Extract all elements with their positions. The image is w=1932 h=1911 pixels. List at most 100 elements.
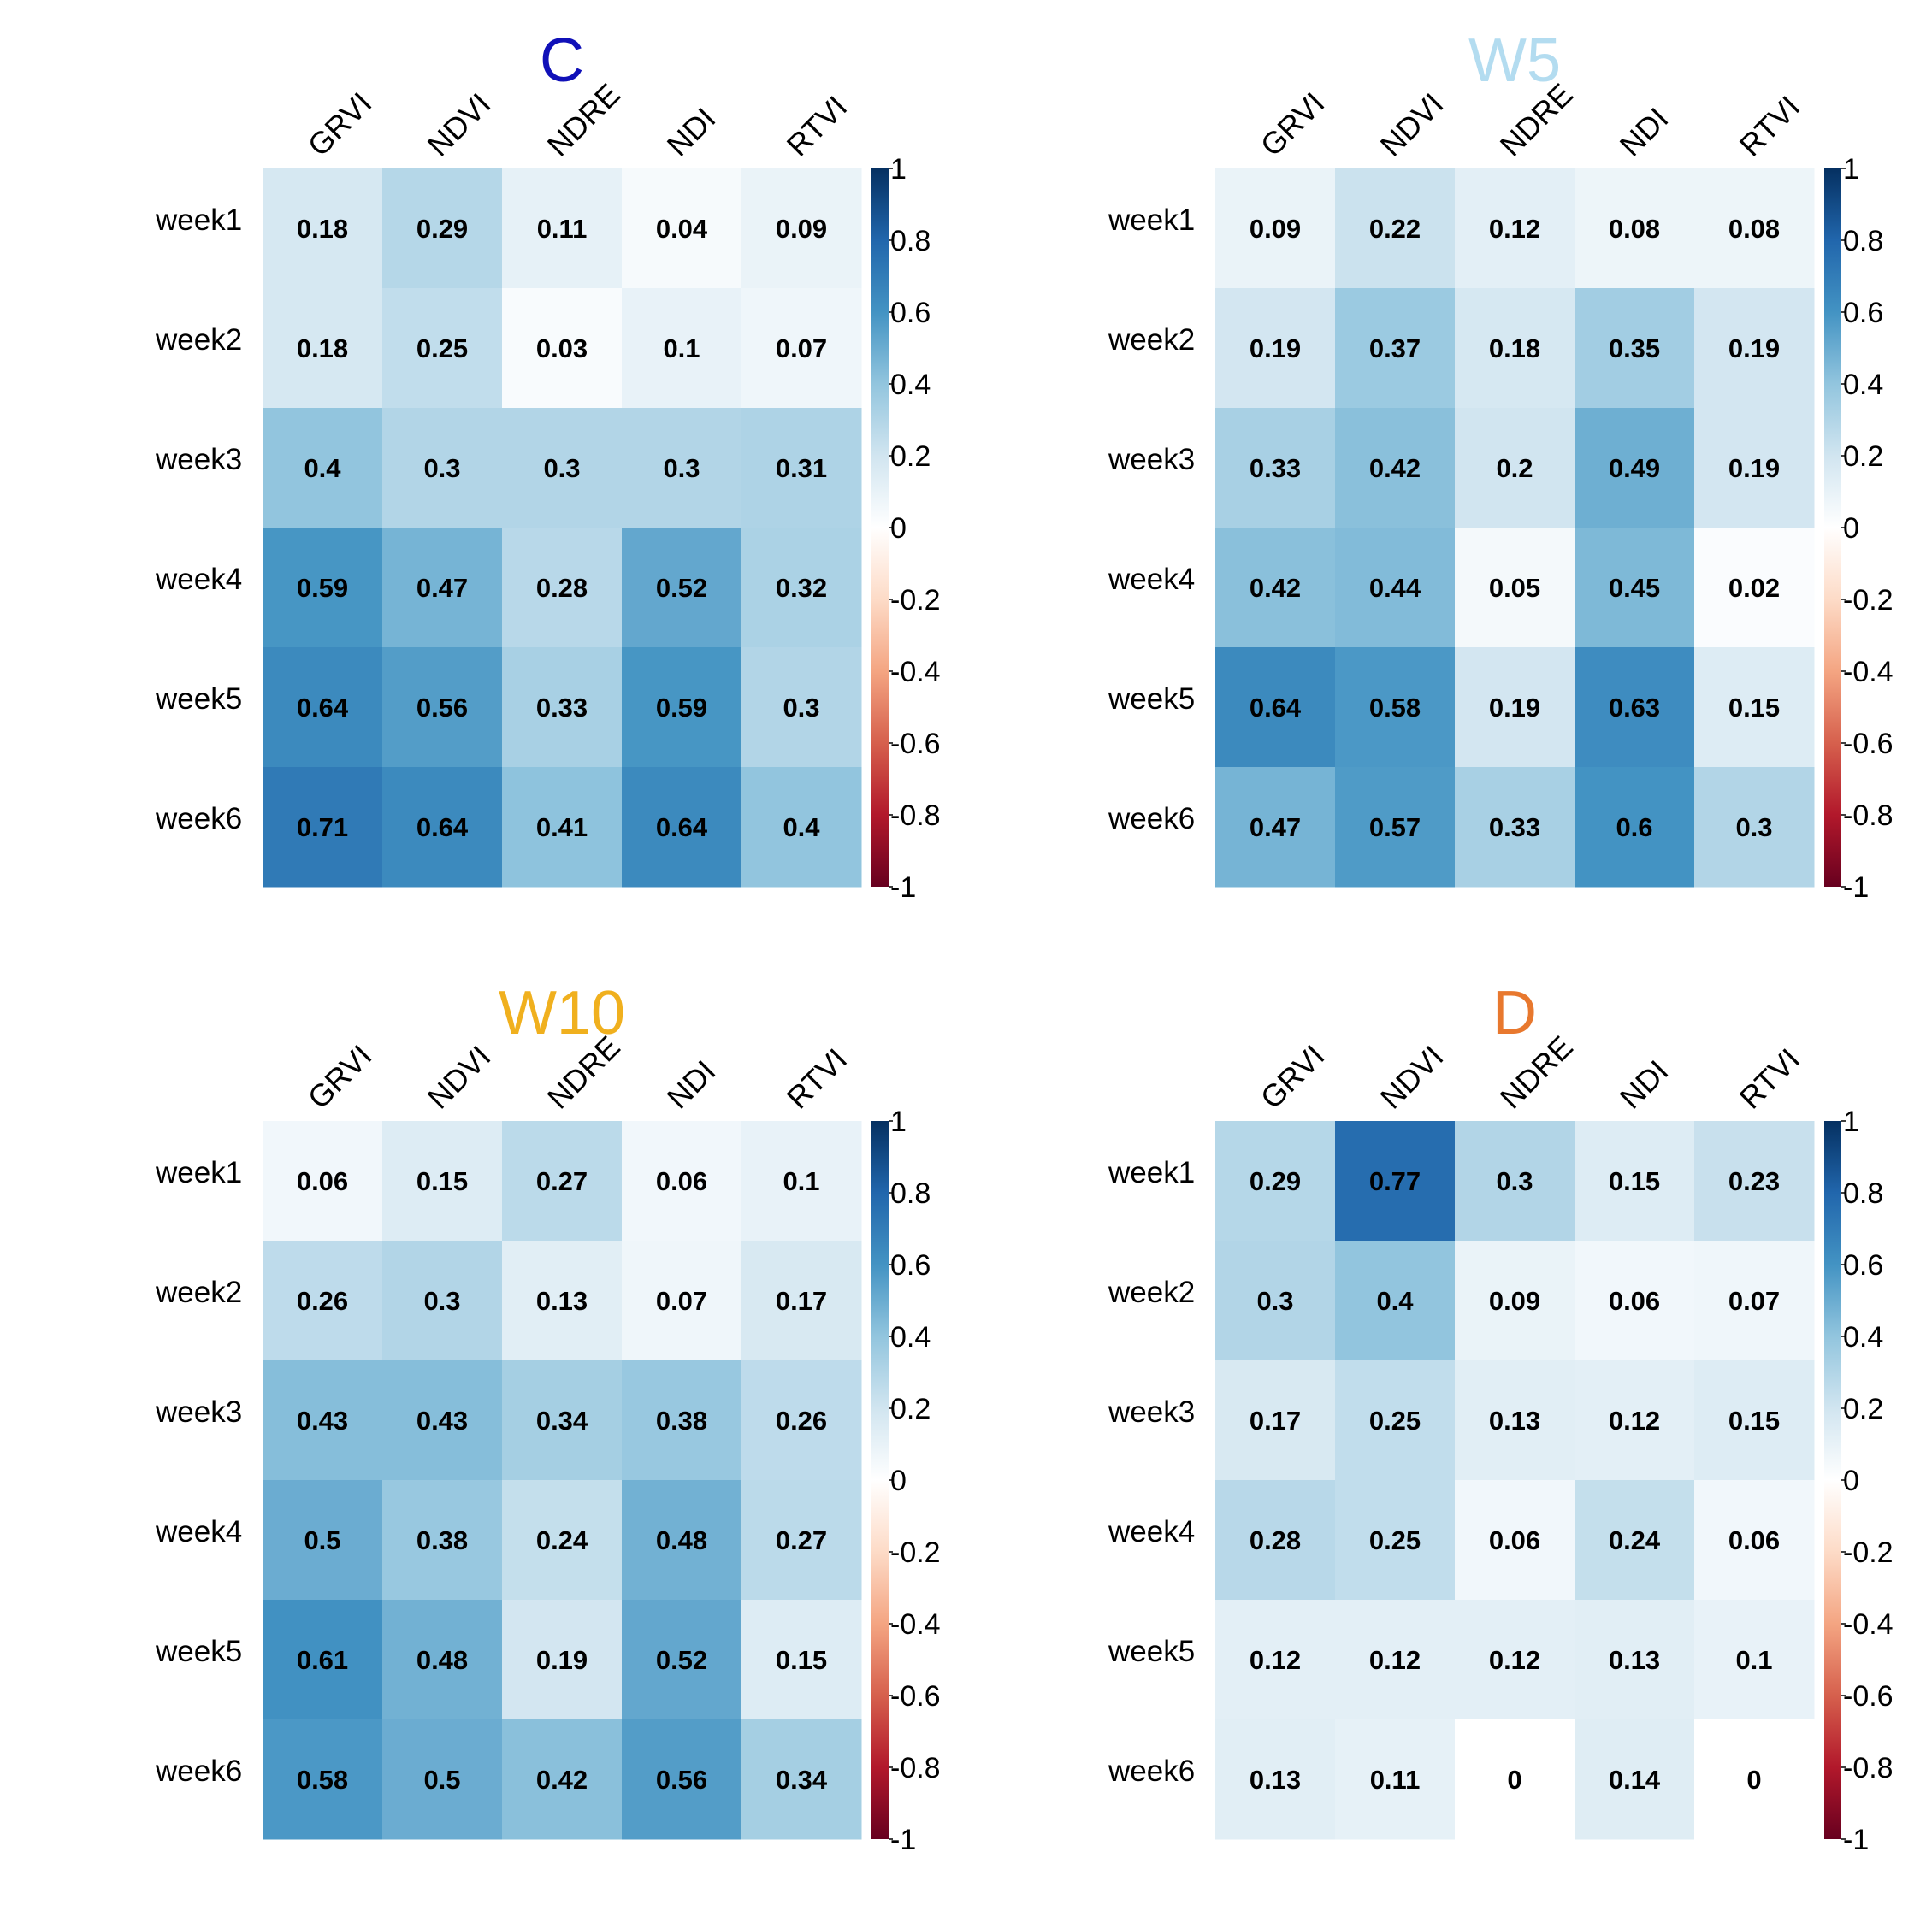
heatmap-cell (1694, 1121, 1815, 1242)
colorbar-tick-label: 0.4 (890, 1321, 931, 1354)
heatmap-cell (1215, 647, 1336, 768)
cell-value-label: 0.17 (776, 1286, 827, 1316)
heatmap-cell (622, 1121, 742, 1242)
cell-value-label: 0.11 (537, 214, 588, 244)
cell-value-label: 0.15 (1728, 1406, 1780, 1436)
heatmap-panel-w5: W5 0.09 0.22 0.12 0.08 0.08 0.19 0.37 0.18 0.35 0.… (1108, 27, 1894, 904)
colorbar-tick-label: 0.2 (1843, 1393, 1883, 1425)
cell-value-label: 0.3 (663, 453, 700, 483)
cell-value-label: 0.3 (423, 453, 460, 483)
cell-value-label: 0.09 (1489, 1286, 1540, 1316)
heatmap-cell (502, 288, 623, 409)
cell-value-label: 0.26 (776, 1406, 827, 1436)
cell-value-label: 0.49 (1609, 453, 1660, 483)
heatmap-cell (263, 647, 383, 768)
colorbar-tick-label: 1 (1843, 153, 1859, 186)
column-label: RTVI (780, 89, 854, 163)
heatmap-cell (502, 408, 623, 528)
cell-value-label: 0.06 (297, 1166, 348, 1196)
colorbar-tick-label: 0.2 (890, 440, 931, 473)
panel-title: W10 (499, 979, 625, 1047)
cell-value-label: 0.06 (1728, 1525, 1780, 1555)
cell-value-label: 0.12 (1489, 214, 1540, 244)
cell-value-label: 0.26 (297, 1286, 348, 1316)
cell-value-label: 0.71 (297, 812, 348, 842)
heatmap-cell (622, 1600, 742, 1720)
colorbar-tick-label: -0.2 (890, 1536, 941, 1569)
heatmap-cell (741, 1600, 862, 1720)
heatmap-cell (1575, 647, 1695, 768)
heatmap-cell (1335, 288, 1456, 409)
heatmap-cell (382, 1719, 503, 1840)
cell-value-label: 0.24 (536, 1525, 588, 1555)
colorbar-tick-label: -1 (1843, 1824, 1869, 1856)
colorbar-tick-label: 0.4 (1843, 1321, 1883, 1354)
colorbar-tick-label: 0.8 (1843, 225, 1883, 257)
heatmap-cell (382, 647, 503, 768)
heatmap-cell (502, 1719, 623, 1840)
heatmap-cell (741, 528, 862, 648)
cell-value-label: 0.34 (536, 1406, 588, 1436)
column-label: GRVI (1254, 86, 1332, 163)
column-label: GRVI (301, 86, 379, 163)
cell-value-label: 0.07 (656, 1286, 707, 1316)
colorbar (871, 168, 889, 887)
heatmap-cell (741, 1719, 862, 1840)
heatmap-cell (382, 288, 503, 409)
heatmap-cell (1694, 1600, 1815, 1720)
colorbar-tick-label: 1 (1843, 1106, 1859, 1138)
colorbar-tick-label: 1 (890, 1106, 907, 1138)
colorbar (1824, 168, 1841, 887)
heatmap-cell (741, 1360, 862, 1481)
cell-value-label: 0.64 (1250, 693, 1302, 723)
cell-value-label: 0.19 (536, 1645, 588, 1675)
cell-value-label: 0.25 (1369, 1525, 1421, 1555)
cell-value-label: 0.56 (656, 1765, 707, 1795)
heatmap-cell (1215, 1241, 1336, 1361)
heatmap-cell (382, 168, 503, 289)
heatmap-cell (741, 288, 862, 409)
heatmap-cell (1575, 767, 1695, 888)
heatmap-cell (1215, 408, 1336, 528)
column-label: NDVI (1374, 86, 1450, 163)
cell-value-label: 0.29 (1250, 1166, 1301, 1196)
cell-value-label: 0.25 (1369, 1406, 1421, 1436)
panel-title: W5 (1468, 27, 1561, 95)
cell-value-label: 0.64 (656, 812, 708, 842)
cell-value-label: 0.4 (304, 453, 341, 483)
row-label: week5 (155, 682, 242, 716)
heatmap-cell (1455, 1719, 1575, 1840)
row-label: week1 (155, 1156, 242, 1189)
heatmap-cell (1335, 1719, 1456, 1840)
cell-value-label: 0.47 (417, 573, 468, 603)
heatmap-cell (622, 1360, 742, 1481)
heatmap-cell (263, 1480, 383, 1601)
heatmap-cell (1694, 408, 1815, 528)
cell-value-label: 0.3 (1496, 1166, 1533, 1196)
heatmap-cell (1335, 767, 1456, 888)
heatmap-cell (1455, 1360, 1575, 1481)
heatmap-cell (741, 647, 862, 768)
heatmap-cell (741, 1121, 862, 1242)
cell-value-label: 0.48 (656, 1525, 707, 1555)
cell-value-label: 0.1 (663, 333, 700, 363)
cell-value-label: 0.18 (297, 214, 348, 244)
cell-value-label: 0.07 (776, 333, 827, 363)
heatmap-cell (1575, 1360, 1695, 1481)
cell-value-label: 0.08 (1728, 214, 1780, 244)
cell-value-label: 0.59 (297, 573, 348, 603)
colorbar-tick-label: -0.6 (890, 1680, 941, 1713)
colorbar-tick-label: -0.6 (1843, 1680, 1894, 1713)
heatmap-cell (1575, 168, 1695, 289)
colorbar-tick-label: -0.6 (1843, 728, 1894, 760)
heatmap-cell (1694, 1360, 1815, 1481)
panel-title: D (1492, 979, 1537, 1047)
cell-value-label: 0.59 (656, 693, 707, 723)
cell-value-label: 0.25 (417, 333, 468, 363)
heatmap-cell (1335, 647, 1456, 768)
row-label: week1 (155, 203, 242, 237)
colorbar-tick-label: 0 (1843, 512, 1859, 545)
cell-value-label: 0.22 (1369, 214, 1421, 244)
heatmap-cell (382, 1600, 503, 1720)
column-label: GRVI (1254, 1038, 1332, 1116)
